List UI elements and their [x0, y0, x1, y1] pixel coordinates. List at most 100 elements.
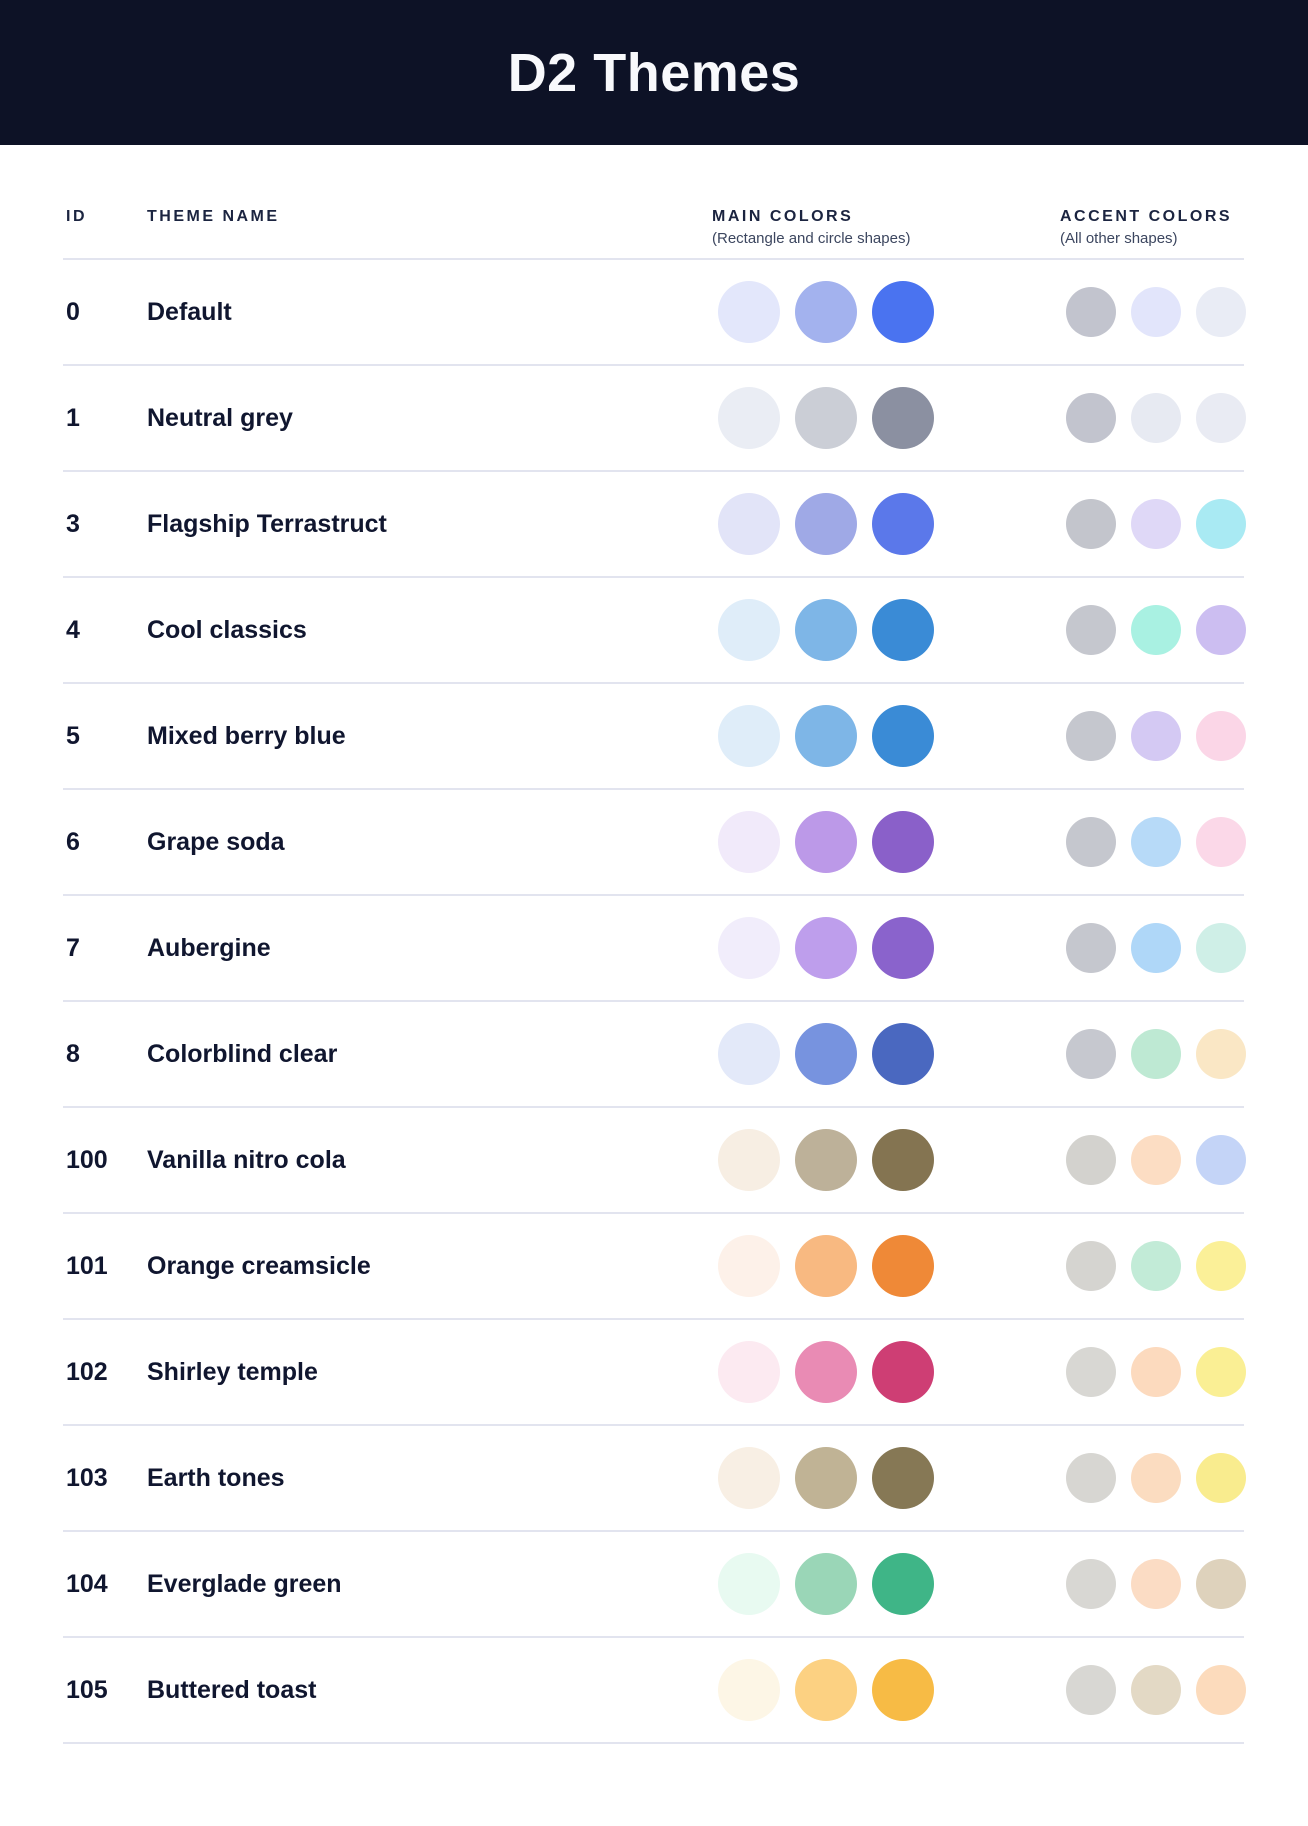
accent-color-swatch-1: [1066, 1347, 1116, 1397]
accent-color-swatch-3: [1196, 711, 1246, 761]
main-color-swatches: [712, 1341, 1060, 1403]
theme-row: 100 Vanilla nitro cola: [63, 1108, 1246, 1214]
theme-name: Flagship Terrastruct: [147, 509, 387, 538]
main-color-swatches: [712, 1659, 1060, 1721]
main-color-swatch-1: [718, 599, 780, 661]
accent-color-swatches: [1060, 817, 1246, 867]
main-color-swatches: [712, 599, 1060, 661]
theme-row: 103 Earth tones: [63, 1426, 1246, 1532]
main-color-swatches: [712, 1023, 1060, 1085]
main-color-swatches: [712, 705, 1060, 767]
theme-row: 5 Mixed berry blue: [63, 684, 1246, 790]
accent-color-swatch-3: [1196, 1665, 1246, 1715]
main-color-swatches: [712, 917, 1060, 979]
accent-color-swatch-3: [1196, 1559, 1246, 1609]
accent-color-swatch-3: [1196, 817, 1246, 867]
column-header-accent-colors-subtitle: (All other shapes): [1060, 230, 1178, 247]
main-color-swatch-3: [872, 705, 934, 767]
theme-row: 101 Orange creamsicle: [63, 1214, 1246, 1320]
accent-color-swatch-2: [1131, 923, 1181, 973]
accent-color-swatch-1: [1066, 817, 1116, 867]
column-header-id: ID: [63, 208, 147, 248]
theme-row: 6 Grape soda: [63, 790, 1246, 896]
theme-id: 100: [66, 1145, 108, 1174]
theme-name: Buttered toast: [147, 1675, 317, 1704]
column-header-accent-colors-label: ACCENT COLORS: [1060, 208, 1233, 225]
accent-color-swatch-2: [1131, 817, 1181, 867]
accent-color-swatch-2: [1131, 605, 1181, 655]
main-color-swatches: [712, 1235, 1060, 1297]
accent-color-swatches: [1060, 1347, 1246, 1397]
accent-color-swatches: [1060, 923, 1246, 973]
theme-id: 4: [66, 615, 80, 644]
main-color-swatches: [712, 811, 1060, 873]
theme-name: Cool classics: [147, 615, 307, 644]
main-color-swatch-2: [795, 281, 857, 343]
theme-id: 0: [66, 297, 80, 326]
main-color-swatch-2: [795, 1129, 857, 1191]
column-header-theme-name: THEME NAME: [147, 208, 712, 248]
accent-color-swatch-3: [1196, 499, 1246, 549]
main-color-swatch-2: [795, 1235, 857, 1297]
accent-color-swatch-2: [1131, 1135, 1181, 1185]
accent-color-swatches: [1060, 1241, 1246, 1291]
main-color-swatch-2: [795, 493, 857, 555]
table-header-row: ID THEME NAME MAIN COLORS (Rectangle and…: [63, 145, 1244, 260]
accent-color-swatch-1: [1066, 1559, 1116, 1609]
accent-color-swatch-1: [1066, 393, 1116, 443]
accent-color-swatch-3: [1196, 393, 1246, 443]
theme-id: 105: [66, 1675, 108, 1704]
main-color-swatch-1: [718, 387, 780, 449]
theme-id: 3: [66, 509, 80, 538]
main-color-swatches: [712, 1129, 1060, 1191]
accent-color-swatch-1: [1066, 711, 1116, 761]
main-color-swatch-2: [795, 387, 857, 449]
theme-name: Everglade green: [147, 1569, 342, 1598]
main-color-swatch-3: [872, 1553, 934, 1615]
theme-row: 8 Colorblind clear: [63, 1002, 1246, 1108]
table-body: 0 Default 1 Neutral grey 3 Flagship Terr…: [63, 260, 1246, 1744]
accent-color-swatch-1: [1066, 1029, 1116, 1079]
accent-color-swatch-2: [1131, 1029, 1181, 1079]
main-color-swatches: [712, 1553, 1060, 1615]
theme-id: 7: [66, 933, 80, 962]
theme-row: 0 Default: [63, 260, 1246, 366]
main-color-swatch-1: [718, 1235, 780, 1297]
theme-id: 1: [66, 403, 80, 432]
accent-color-swatch-3: [1196, 1241, 1246, 1291]
accent-color-swatch-1: [1066, 1453, 1116, 1503]
theme-name: Neutral grey: [147, 403, 293, 432]
main-color-swatch-1: [718, 705, 780, 767]
main-color-swatch-1: [718, 281, 780, 343]
main-color-swatch-3: [872, 493, 934, 555]
accent-color-swatch-1: [1066, 923, 1116, 973]
column-header-main-colors-label: MAIN COLORS: [712, 208, 854, 225]
accent-color-swatch-3: [1196, 1347, 1246, 1397]
accent-color-swatch-2: [1131, 1241, 1181, 1291]
accent-color-swatch-1: [1066, 499, 1116, 549]
accent-color-swatch-1: [1066, 1665, 1116, 1715]
main-color-swatch-3: [872, 1023, 934, 1085]
accent-color-swatch-1: [1066, 605, 1116, 655]
theme-row: 7 Aubergine: [63, 896, 1246, 1002]
accent-color-swatch-3: [1196, 1453, 1246, 1503]
accent-color-swatch-2: [1131, 393, 1181, 443]
main-color-swatch-2: [795, 1659, 857, 1721]
accent-color-swatch-2: [1131, 711, 1181, 761]
main-color-swatch-3: [872, 917, 934, 979]
theme-id: 8: [66, 1039, 80, 1068]
main-color-swatch-3: [872, 1447, 934, 1509]
themes-table: ID THEME NAME MAIN COLORS (Rectangle and…: [63, 145, 1246, 1744]
main-color-swatch-1: [718, 493, 780, 555]
main-color-swatch-3: [872, 1235, 934, 1297]
accent-color-swatches: [1060, 1453, 1246, 1503]
main-color-swatch-1: [718, 1341, 780, 1403]
main-color-swatches: [712, 493, 1060, 555]
main-color-swatch-3: [872, 599, 934, 661]
theme-id: 101: [66, 1251, 108, 1280]
column-header-main-colors: MAIN COLORS (Rectangle and circle shapes…: [712, 208, 1060, 248]
accent-color-swatch-3: [1196, 1135, 1246, 1185]
theme-row: 3 Flagship Terrastruct: [63, 472, 1246, 578]
accent-color-swatches: [1060, 605, 1246, 655]
theme-name: Aubergine: [147, 933, 271, 962]
